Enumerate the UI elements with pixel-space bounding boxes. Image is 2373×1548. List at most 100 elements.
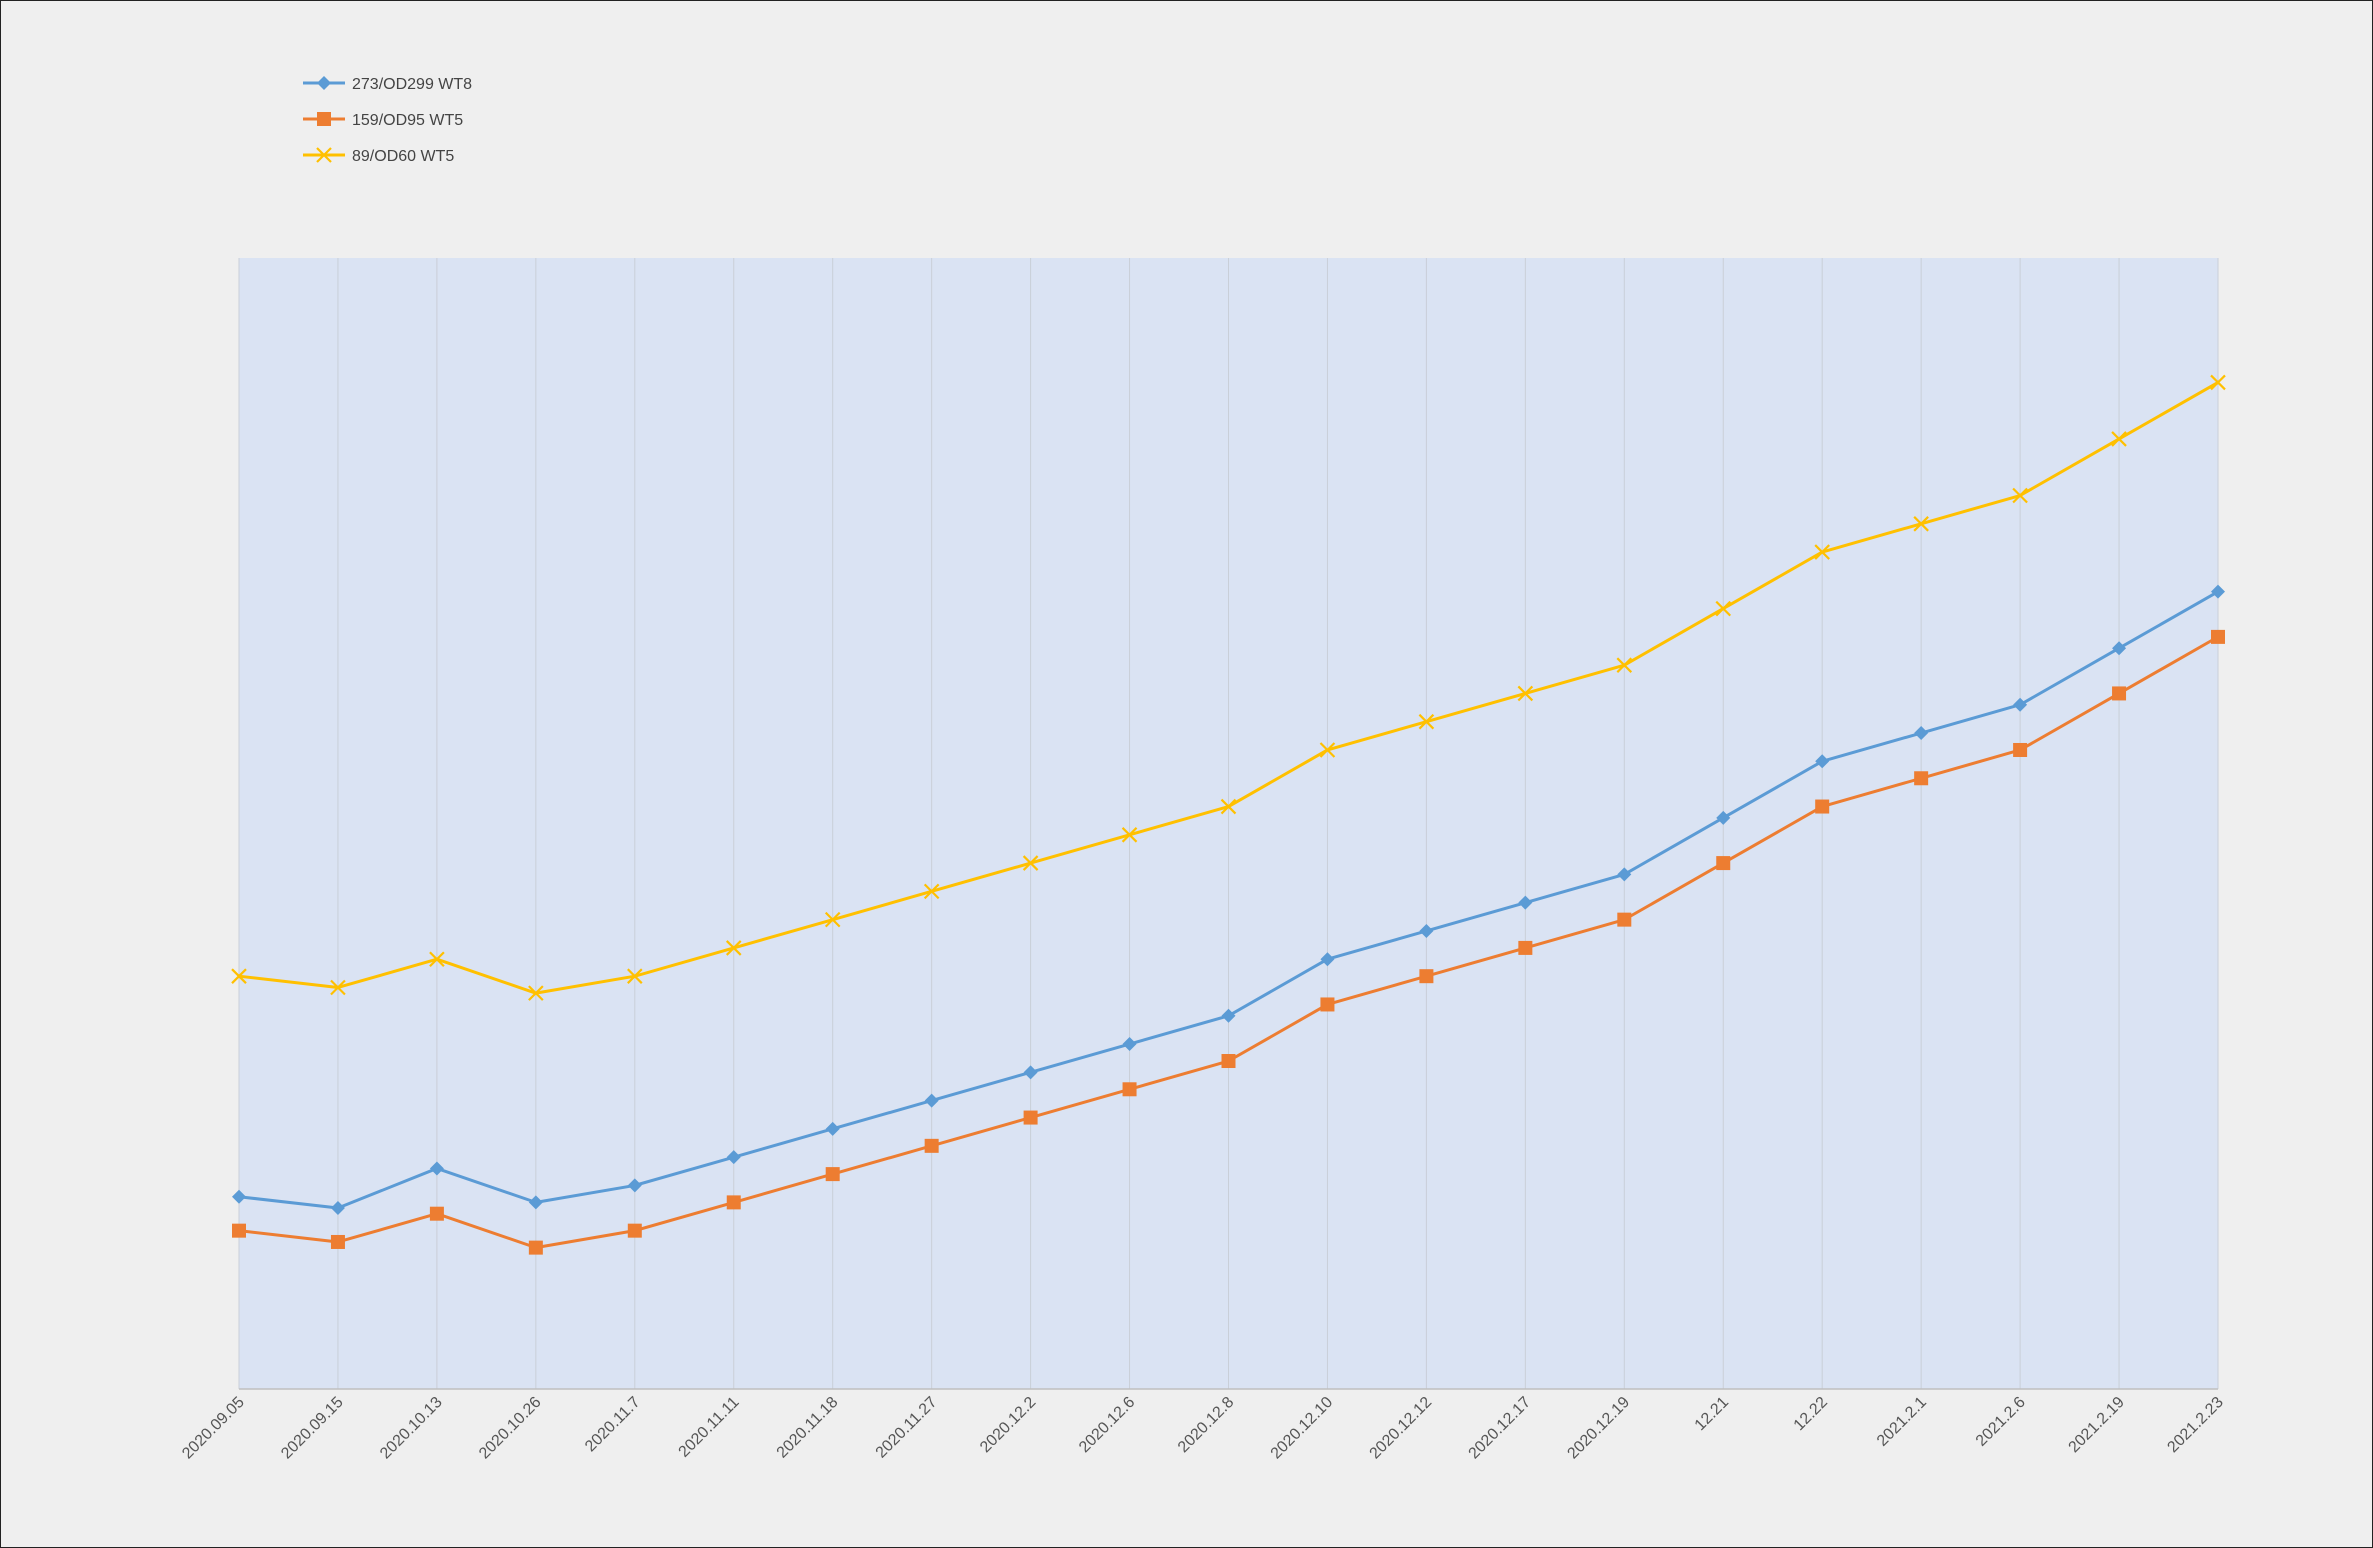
legend-item: 159/OD95 WT5 — [303, 112, 463, 129]
data-point-marker — [1221, 1054, 1236, 1069]
data-point-marker — [1815, 799, 1830, 814]
data-point-marker — [1814, 544, 1830, 560]
x-tick-label: 2020.10.13 — [377, 1394, 446, 1463]
series-1 — [232, 584, 2225, 1216]
data-point-marker — [1418, 713, 1435, 730]
x-tick-label: 2020.12.6 — [1076, 1394, 1138, 1456]
data-point-marker — [1914, 771, 1929, 786]
data-point-marker — [824, 911, 841, 928]
data-point-marker — [1716, 810, 1731, 825]
data-point-marker — [528, 1195, 543, 1210]
x-tick-label: 2020.12.8 — [1175, 1394, 1237, 1456]
legend-label: 89/OD60 WT5 — [352, 148, 454, 165]
x-tick-label: 2020.11.11 — [676, 1394, 743, 1461]
data-point-marker — [429, 1161, 444, 1176]
data-point-marker — [330, 1234, 345, 1249]
x-tick-label: 2020.12.10 — [1268, 1394, 1337, 1463]
data-point-marker — [232, 1189, 246, 1204]
data-point-marker — [2111, 431, 2127, 447]
data-point-marker — [317, 112, 331, 126]
data-point-marker — [1518, 940, 1533, 955]
data-point-marker — [2112, 641, 2127, 656]
data-point-marker — [317, 76, 331, 90]
data-point-marker — [726, 1195, 741, 1210]
data-point-marker — [627, 1178, 642, 1193]
data-point-marker — [429, 951, 445, 967]
legend-label: 273/OD299 WT8 — [352, 76, 472, 93]
data-point-marker — [725, 940, 742, 956]
data-point-marker — [1022, 855, 1039, 871]
x-tick-label: 2020.09.05 — [179, 1394, 248, 1463]
x-tick-label: 12.22 — [1791, 1394, 1831, 1434]
legend-label: 159/OD95 WT5 — [352, 112, 463, 129]
data-point-marker — [1517, 685, 1534, 702]
data-point-marker — [1913, 516, 1929, 532]
x-tick-label: 2020.09.15 — [278, 1394, 347, 1463]
x-tick-label: 2020.12.17 — [1466, 1394, 1535, 1463]
data-point-marker — [429, 1206, 444, 1221]
data-point-marker — [1319, 742, 1336, 758]
data-point-marker — [1914, 726, 1929, 741]
x-tick-label: 2021.2.23 — [2164, 1394, 2226, 1456]
data-point-marker — [726, 1150, 741, 1165]
grid-lines — [238, 258, 2219, 1389]
data-point-marker — [1419, 923, 1434, 938]
series-3 — [231, 374, 2226, 1001]
x-tick-label: 2020.11.7 — [582, 1394, 644, 1456]
data-point-marker — [924, 1093, 939, 1108]
x-tick-label: 2020.12.12 — [1367, 1394, 1436, 1463]
data-point-marker — [1616, 657, 1633, 673]
data-point-marker — [528, 985, 544, 1001]
data-point-marker — [924, 1138, 939, 1153]
data-point-marker — [1122, 1082, 1137, 1097]
data-point-marker — [1815, 754, 1830, 769]
data-point-marker — [1220, 798, 1237, 815]
data-point-marker — [1617, 867, 1632, 882]
legend: 273/OD299 WT8 159/OD95 WT5 89/OD60 WT5 — [303, 76, 472, 165]
x-tick-label: 2021.2.6 — [1973, 1394, 2029, 1450]
data-point-marker — [825, 1121, 840, 1136]
x-tick-label: 2020.10.26 — [476, 1394, 545, 1463]
data-point-marker — [316, 147, 332, 163]
data-point-marker — [528, 1240, 543, 1255]
data-point-marker — [1023, 1065, 1038, 1080]
data-point-marker — [2012, 487, 2028, 504]
x-tick-label: 12.21 — [1692, 1394, 1732, 1434]
data-point-marker — [231, 968, 247, 984]
data-point-marker — [1518, 895, 1533, 910]
data-point-marker — [2013, 697, 2028, 712]
series-2 — [232, 629, 2225, 1255]
data-point-marker — [330, 1201, 345, 1216]
data-point-marker — [1716, 856, 1731, 871]
legend-item: 89/OD60 WT5 — [303, 147, 454, 165]
data-point-marker — [1023, 1110, 1038, 1125]
x-tick-labels: 2020.09.05 2020.09.15 2020.10.13 2020.10.26… — [179, 1394, 2227, 1463]
x-tick-label: 2021.2.1 — [1874, 1394, 1930, 1450]
data-point-marker — [627, 1223, 642, 1238]
x-tick-label: 2020.11.27 — [873, 1394, 941, 1462]
data-point-marker — [2013, 742, 2028, 757]
data-point-marker — [825, 1167, 840, 1182]
data-point-marker — [1419, 969, 1434, 984]
data-point-marker — [2210, 374, 2226, 391]
series-layer — [231, 374, 2226, 1255]
data-point-marker — [2211, 629, 2225, 644]
data-point-marker — [232, 1223, 246, 1238]
data-point-marker — [1320, 952, 1335, 967]
data-point-marker — [923, 883, 940, 900]
legend-item: 273/OD299 WT8 — [303, 76, 472, 93]
data-point-marker — [1122, 1037, 1137, 1052]
x-tick-label: 2021.2.19 — [2066, 1394, 2128, 1456]
data-point-marker — [1121, 827, 1138, 843]
data-point-marker — [1715, 600, 1732, 617]
data-point-marker — [1320, 997, 1335, 1012]
data-point-marker — [330, 979, 346, 996]
x-tick-label: 2020.12.2 — [977, 1394, 1039, 1456]
data-point-marker — [1617, 912, 1632, 927]
data-point-marker — [2112, 686, 2127, 701]
data-point-marker — [2211, 584, 2225, 599]
data-point-marker — [1221, 1008, 1236, 1023]
x-tick-label: 2020.11.18 — [774, 1394, 842, 1462]
